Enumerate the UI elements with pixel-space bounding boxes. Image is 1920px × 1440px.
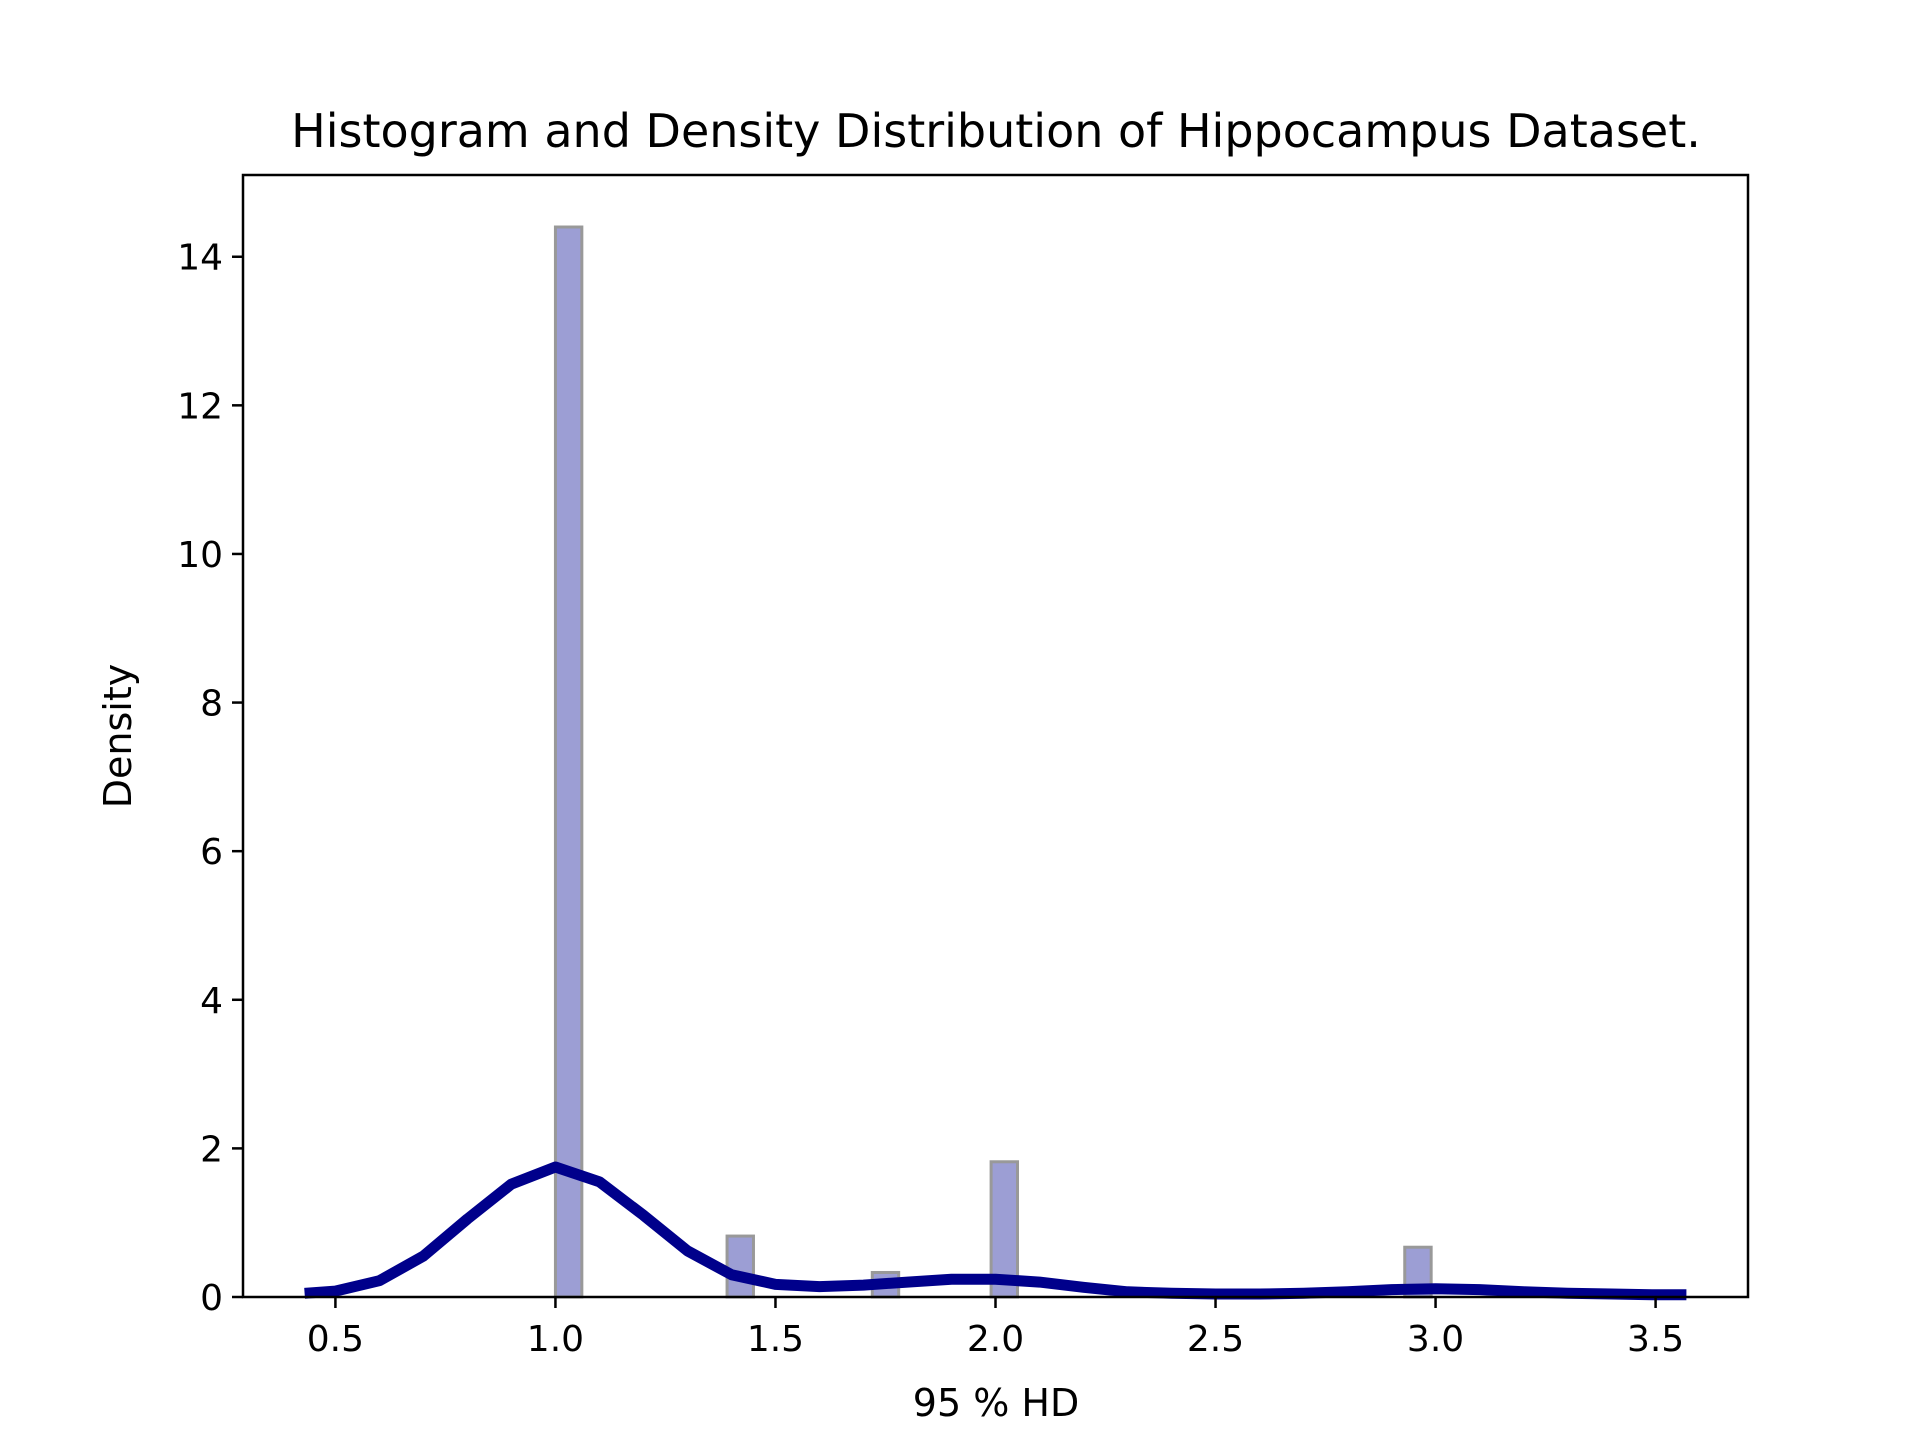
plot-area — [304, 225, 1687, 1301]
x-tick-label: 1.5 — [747, 1319, 804, 1360]
plot-frame — [241, 173, 1750, 1299]
x-tick-label: 3.0 — [1407, 1319, 1464, 1360]
y-axis-label: Density — [96, 664, 140, 808]
x-tick-label: 1.0 — [527, 1319, 584, 1360]
y-tick-label: 12 — [177, 386, 223, 427]
y-tick-label: 0 — [200, 1278, 223, 1319]
y-tick-label: 8 — [200, 684, 223, 725]
x-tick-label: 2.5 — [1187, 1319, 1244, 1360]
y-tick-label: 2 — [200, 1129, 223, 1170]
y-tick-label: 14 — [177, 238, 223, 279]
x-tick-label: 2.0 — [967, 1319, 1024, 1360]
histogram-bar-1 — [725, 1234, 755, 1299]
y-axis: 0 2 4 6 8 10 12 14 — [177, 238, 243, 1319]
x-axis: 0.5 1.0 1.5 2.0 2.5 3.0 3.5 — [307, 1297, 1684, 1360]
histogram-bar-0 — [553, 225, 584, 1299]
y-tick-label: 4 — [200, 981, 223, 1022]
x-tick-label: 3.5 — [1627, 1319, 1684, 1360]
x-axis-label: 95 % HD — [913, 1381, 1079, 1425]
chart-title: Histogram and Density Distribution of Hi… — [291, 104, 1701, 158]
density-curve — [304, 1161, 1687, 1301]
x-tick-label: 0.5 — [307, 1319, 364, 1360]
y-tick-label: 6 — [200, 832, 223, 873]
y-tick-label: 10 — [177, 535, 223, 576]
